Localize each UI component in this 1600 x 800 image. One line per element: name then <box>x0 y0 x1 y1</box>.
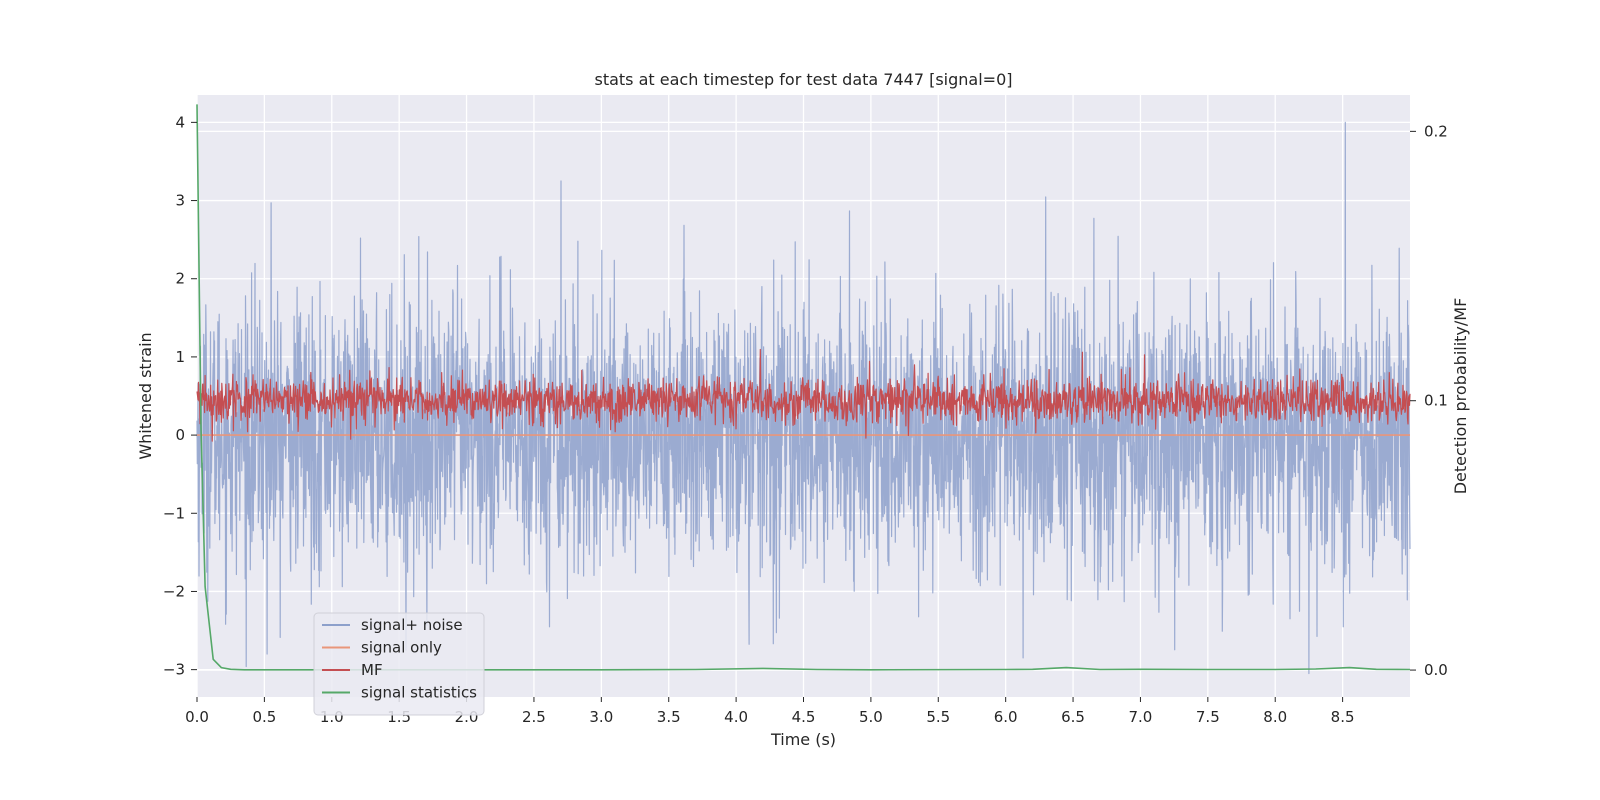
x-tick-label: 4.5 <box>792 708 816 726</box>
series-line-mf <box>196 348 1411 442</box>
y2-tick-label: 0.2 <box>1424 122 1448 140</box>
y-tick-label: −1 <box>163 504 185 522</box>
x-tick-label: 3.5 <box>657 708 681 726</box>
y-tick-label: 3 <box>175 192 185 210</box>
x-tick-label: 5.5 <box>926 708 950 726</box>
legend: signal+ noise signal only MF signal statist… <box>313 612 485 716</box>
x-tick-label: 6.5 <box>1061 708 1085 726</box>
legend-box <box>313 612 485 716</box>
legend-label: signal only <box>361 639 442 657</box>
y2-tick-label: 0.1 <box>1424 392 1448 410</box>
y-tick-label: −3 <box>163 661 185 679</box>
x-tick-label: 8.0 <box>1263 708 1287 726</box>
y-axis-label: Whitened strain <box>136 332 155 459</box>
x-tick-label: 8.5 <box>1331 708 1355 726</box>
x-axis-label: Time (s) <box>770 730 836 749</box>
legend-label: MF <box>361 661 383 679</box>
series-line-signal-statistics <box>196 104 1411 671</box>
x-tick-label: 6.0 <box>994 708 1018 726</box>
y-tick-label: 0 <box>175 426 185 444</box>
x-tick-label: 0.0 <box>185 708 209 726</box>
y-tick-label: −2 <box>163 582 185 600</box>
y2-tick-label: 0.0 <box>1424 661 1448 679</box>
legend-label: signal statistics <box>361 684 477 702</box>
x-tick-label: 2.5 <box>522 708 546 726</box>
x-tick-label: 5.0 <box>859 708 883 726</box>
y-tick-label: 1 <box>175 348 185 366</box>
x-tick-label: 0.5 <box>252 708 276 726</box>
x-tick-label: 7.0 <box>1129 708 1153 726</box>
x-tick-label: 4.0 <box>724 708 748 726</box>
x-tick-label: 7.5 <box>1196 708 1220 726</box>
y-tick-label: 4 <box>175 113 185 131</box>
chart-title: stats at each timestep for test data 744… <box>594 70 1012 89</box>
y-tick-label: 2 <box>175 270 185 288</box>
x-tick-label: 3.0 <box>589 708 613 726</box>
y2-axis-label: Detection probability/MF <box>1451 298 1470 495</box>
series-layer <box>196 104 1411 675</box>
axis-ticks: 0.0 0.5 1.0 1.5 2.0 2.5 3.0 3.5 4.0 4.5 5.0 5.5 6.0 6… <box>163 113 1448 726</box>
legend-label: signal+ noise <box>361 616 463 634</box>
